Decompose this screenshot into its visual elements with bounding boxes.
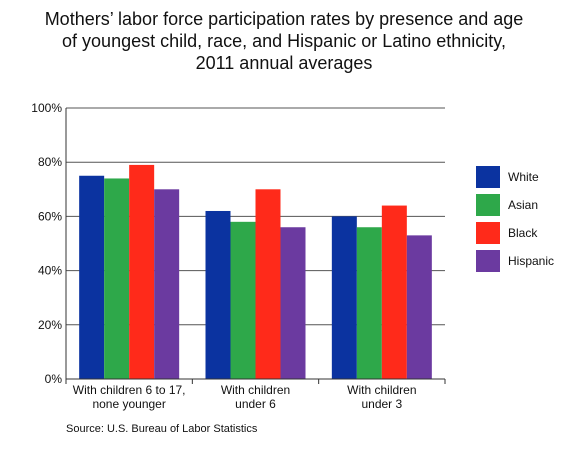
bar-hispanic-3 — [406, 235, 432, 379]
legend-swatch-white — [476, 166, 500, 188]
chart-title-line-1: Mothers’ labor force participation rates… — [44, 9, 524, 29]
axes: 0% 20% 40% 60% 80% 100% With children 6 to 17,… — [31, 101, 446, 411]
bar-black-1 — [129, 164, 155, 379]
legend-swatch-hispanic — [476, 250, 500, 272]
y-tick-label: 80% — [38, 155, 62, 169]
bar-hispanic-1 — [154, 189, 180, 379]
bar-white-3 — [331, 216, 357, 379]
legend-swatch-black — [476, 222, 500, 244]
chart-title-line-3: 2011 annual averages — [195, 53, 373, 73]
y-tick-label: 0% — [45, 372, 63, 386]
y-tick-label: 40% — [38, 264, 62, 278]
bar-asian-3 — [356, 227, 382, 379]
legend-label-asian: Asian — [508, 198, 538, 212]
bar-asian-2 — [230, 221, 256, 379]
legend: White Asian Black Hispanic — [476, 166, 554, 272]
bar-asian-1 — [104, 178, 130, 379]
x-tick-label: none younger — [92, 397, 165, 411]
bars — [79, 164, 432, 379]
y-tick-label: 100% — [31, 101, 62, 115]
bar-white-1 — [79, 175, 105, 379]
legend-label-hispanic: Hispanic — [508, 254, 554, 268]
source-note: Source: U.S. Bureau of Labor Statistics — [66, 423, 258, 435]
bar-hispanic-2 — [280, 227, 306, 379]
legend-label-black: Black — [508, 226, 538, 240]
x-tick-label: under 6 — [235, 397, 276, 411]
y-tick-label: 20% — [38, 318, 62, 332]
bar-black-3 — [381, 205, 407, 379]
bar-white-2 — [205, 210, 231, 379]
legend-label-white: White — [508, 170, 539, 184]
chart-title: Mothers’ labor force participation rates… — [0, 8, 568, 74]
x-tick-label: With children — [347, 383, 416, 397]
y-tick-label: 60% — [38, 209, 62, 223]
x-tick-label: With children 6 to 17, — [73, 383, 186, 397]
legend-swatch-asian — [476, 194, 500, 216]
chart-title-line-2: of youngest child, race, and Hispanic or… — [62, 31, 506, 51]
x-tick-label: under 3 — [361, 397, 402, 411]
x-tick-label: With children — [221, 383, 290, 397]
bar-black-2 — [255, 189, 281, 379]
